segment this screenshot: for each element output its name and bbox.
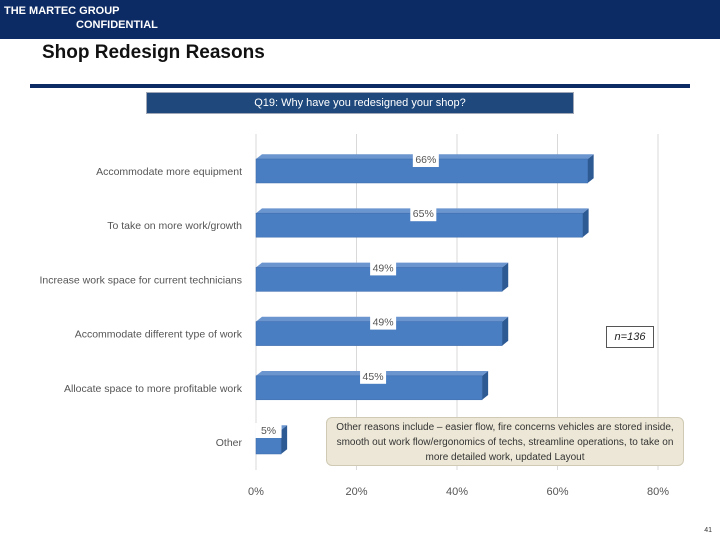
category-label: Increase work space for current technici…: [39, 274, 242, 286]
sample-size-box: n=136: [606, 326, 654, 348]
x-tick-label: 20%: [345, 486, 367, 498]
category-label: Accommodate more equipment: [96, 166, 242, 178]
bar-side: [482, 371, 489, 400]
data-label-bg: [370, 260, 397, 276]
category-label: Accommodate different type of work: [75, 329, 243, 341]
data-label-bg: [370, 314, 397, 330]
title-divider: [30, 84, 690, 88]
brand-name: THE MARTEC GROUP: [4, 5, 120, 17]
data-label: 45%: [363, 371, 384, 383]
page-title: Shop Redesign Reasons: [42, 42, 265, 63]
data-label: 66%: [415, 154, 436, 166]
bar-side: [582, 208, 589, 238]
data-label: 49%: [373, 262, 394, 274]
data-label-bg: [255, 423, 282, 438]
category-label: Other: [216, 437, 243, 449]
header-bar: THE MARTEC GROUP CONFIDENTIAL: [0, 0, 720, 39]
x-tick-label: 0%: [248, 486, 264, 498]
bar-side: [281, 425, 288, 454]
x-tick-label: 60%: [546, 486, 568, 498]
question-box: Q19: Why have you redesigned your shop?: [146, 92, 574, 114]
x-tick-label: 40%: [446, 486, 468, 498]
data-label: 49%: [373, 317, 394, 329]
category-label: To take on more work/growth: [107, 220, 242, 232]
confidential-label: CONFIDENTIAL: [76, 19, 158, 31]
bar-side: [587, 154, 594, 183]
data-label-bg: [360, 368, 387, 384]
data-label-bg: [410, 206, 437, 222]
brand-logo: THE MARTEC GROUP CONFIDENTIAL: [4, 4, 158, 32]
bar-side: [502, 262, 509, 292]
bar-side: [502, 316, 509, 346]
x-tick-label: 80%: [647, 486, 669, 498]
data-label: 5%: [261, 425, 276, 437]
data-label: 65%: [413, 208, 434, 220]
data-label-bg: [412, 152, 439, 167]
category-label: Allocate space to more profitable work: [64, 383, 243, 395]
other-reasons-note: Other reasons include – easier flow, fir…: [326, 417, 684, 466]
bar-chart: 0% 20% 40% 60% 80% Accommodate more equipment…: [39, 134, 669, 498]
page-number: 41: [704, 527, 712, 534]
